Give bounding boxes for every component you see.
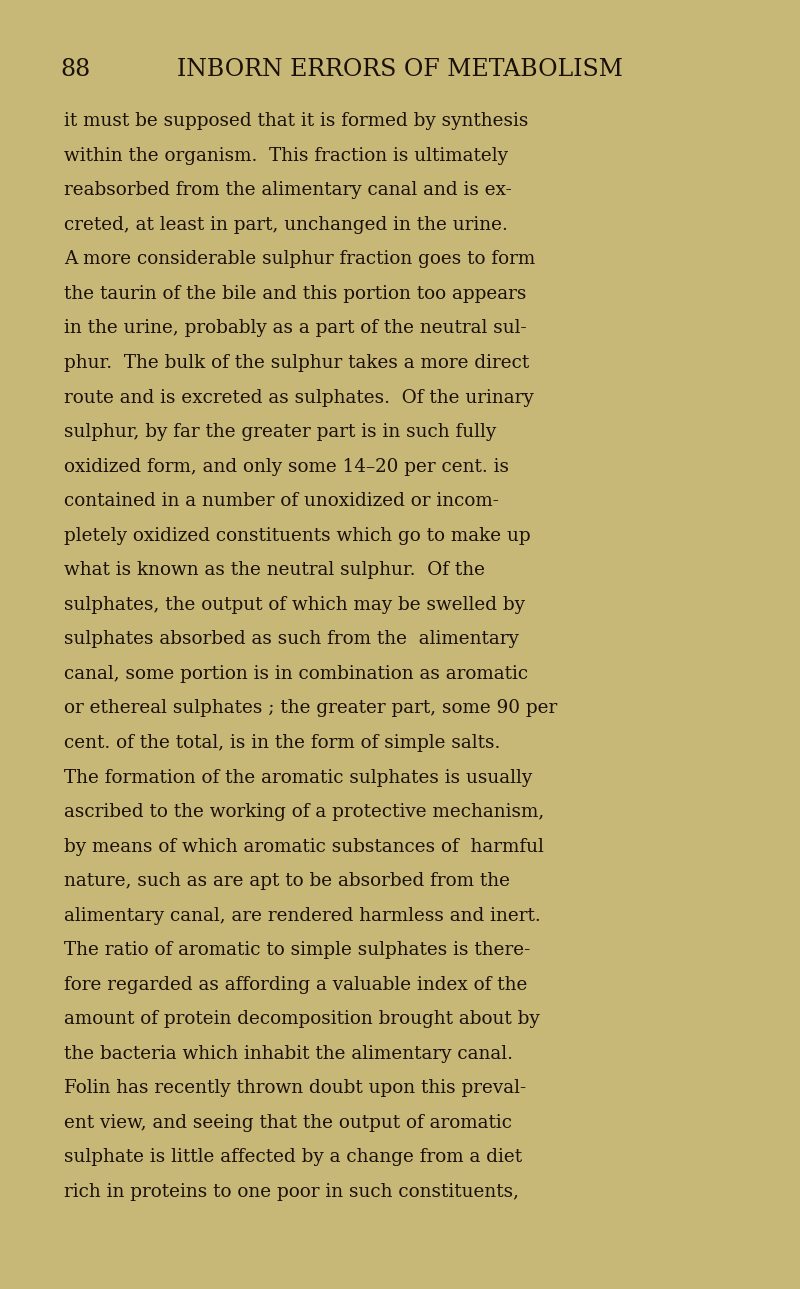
Text: contained in a number of unoxidized or incom-: contained in a number of unoxidized or i… <box>64 492 499 510</box>
Text: rich in proteins to one poor in such constituents,: rich in proteins to one poor in such con… <box>64 1183 519 1201</box>
Text: The formation of the aromatic sulphates is usually: The formation of the aromatic sulphates … <box>64 768 532 786</box>
Text: route and is excreted as sulphates.  Of the urinary: route and is excreted as sulphates. Of t… <box>64 388 534 406</box>
Text: ent view, and seeing that the output of aromatic: ent view, and seeing that the output of … <box>64 1114 512 1132</box>
Text: pletely oxidized constituents which go to make up: pletely oxidized constituents which go t… <box>64 527 530 545</box>
Text: canal, some portion is in combination as aromatic: canal, some portion is in combination as… <box>64 665 528 683</box>
Text: sulphates absorbed as such from the  alimentary: sulphates absorbed as such from the alim… <box>64 630 519 648</box>
Text: by means of which aromatic substances of  harmful: by means of which aromatic substances of… <box>64 838 544 856</box>
Text: INBORN ERRORS OF METABOLISM: INBORN ERRORS OF METABOLISM <box>177 58 623 81</box>
Text: ascribed to the working of a protective mechanism,: ascribed to the working of a protective … <box>64 803 544 821</box>
Text: in the urine, probably as a part of the neutral sul-: in the urine, probably as a part of the … <box>64 320 526 338</box>
Text: sulphur, by far the greater part is in such fully: sulphur, by far the greater part is in s… <box>64 423 496 441</box>
Text: alimentary canal, are rendered harmless and inert.: alimentary canal, are rendered harmless … <box>64 906 541 924</box>
Text: 88: 88 <box>60 58 90 81</box>
Text: creted, at least in part, unchanged in the urine.: creted, at least in part, unchanged in t… <box>64 215 508 233</box>
Text: what is known as the neutral sulphur.  Of the: what is known as the neutral sulphur. Of… <box>64 561 485 579</box>
Text: sulphate is little affected by a change from a diet: sulphate is little affected by a change … <box>64 1148 522 1167</box>
Text: cent. of the total, is in the form of simple salts.: cent. of the total, is in the form of si… <box>64 733 500 751</box>
Text: or ethereal sulphates ; the greater part, some 90 per: or ethereal sulphates ; the greater part… <box>64 700 558 718</box>
Text: A more considerable sulphur fraction goes to form: A more considerable sulphur fraction goe… <box>64 250 535 268</box>
Text: The ratio of aromatic to simple sulphates is there-: The ratio of aromatic to simple sulphate… <box>64 941 530 959</box>
Text: reabsorbed from the alimentary canal and is ex-: reabsorbed from the alimentary canal and… <box>64 182 512 200</box>
Text: the taurin of the bile and this portion too appears: the taurin of the bile and this portion … <box>64 285 526 303</box>
Text: the bacteria which inhabit the alimentary canal.: the bacteria which inhabit the alimentar… <box>64 1045 513 1063</box>
Text: sulphates, the output of which may be swelled by: sulphates, the output of which may be sw… <box>64 596 525 614</box>
Text: oxidized form, and only some 14–20 per cent. is: oxidized form, and only some 14–20 per c… <box>64 458 509 476</box>
Text: Folin has recently thrown doubt upon this preval-: Folin has recently thrown doubt upon thi… <box>64 1079 526 1097</box>
Text: amount of protein decomposition brought about by: amount of protein decomposition brought … <box>64 1011 540 1029</box>
Text: it must be supposed that it is formed by synthesis: it must be supposed that it is formed by… <box>64 112 528 130</box>
Text: phur.  The bulk of the sulphur takes a more direct: phur. The bulk of the sulphur takes a mo… <box>64 354 530 373</box>
Text: nature, such as are apt to be absorbed from the: nature, such as are apt to be absorbed f… <box>64 873 510 891</box>
Text: within the organism.  This fraction is ultimately: within the organism. This fraction is ul… <box>64 147 508 165</box>
Text: fore regarded as affording a valuable index of the: fore regarded as affording a valuable in… <box>64 976 527 994</box>
